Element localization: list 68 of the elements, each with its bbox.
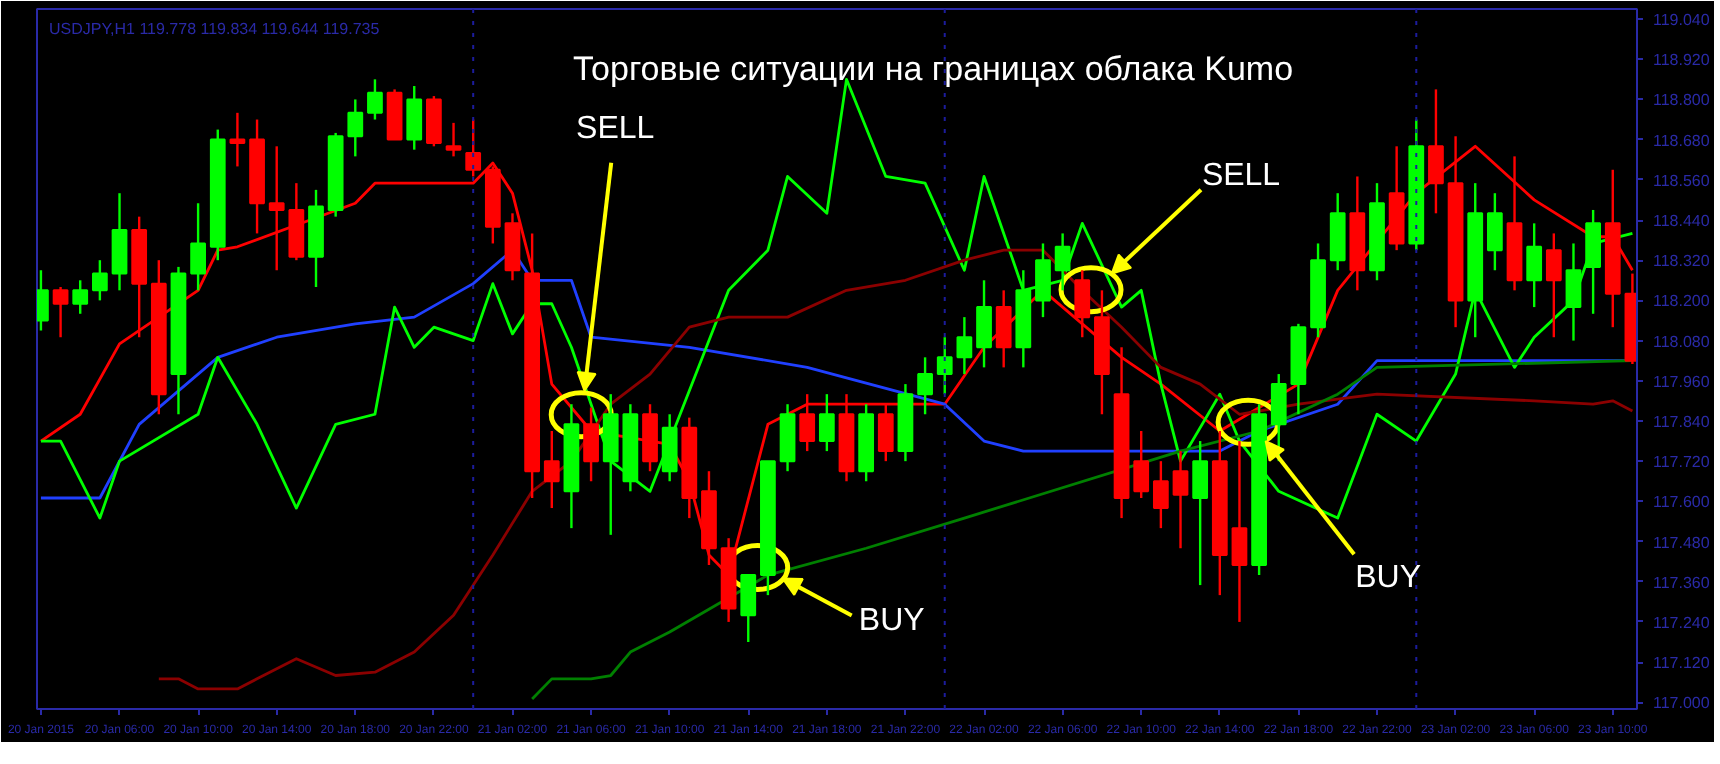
candlestick	[386, 88, 403, 141]
y-tick-label: 119.040	[1653, 11, 1711, 30]
candlestick	[877, 403, 894, 463]
annotation: BUY	[858, 604, 926, 639]
candlestick	[1152, 459, 1169, 530]
candlestick	[936, 336, 953, 396]
y-tick-label: 117.120	[1653, 654, 1711, 673]
candlestick	[1231, 439, 1248, 624]
annotation: USDJPY,H1 119.778 119.834 119.644 119.735	[49, 20, 381, 38]
y-tick-label: 117.960	[1653, 372, 1711, 391]
candlestick	[1487, 192, 1503, 272]
candlestick	[543, 429, 560, 510]
candlestick	[976, 279, 992, 369]
candlestick	[995, 289, 1012, 369]
candlestick	[779, 403, 796, 473]
candlestick	[1133, 429, 1150, 500]
candlestick	[583, 406, 599, 483]
candlestick	[445, 121, 462, 158]
y-tick-label: 117.240	[1653, 613, 1711, 632]
candlestick	[1192, 439, 1209, 587]
candlestick	[1585, 208, 1601, 315]
candlestick	[1565, 242, 1582, 342]
candlestick	[111, 192, 128, 292]
candlestick	[799, 392, 816, 453]
y-tick-label: 117.720	[1653, 453, 1711, 472]
candlestick	[229, 111, 246, 168]
candlestick	[1054, 232, 1071, 292]
candlestick	[1526, 222, 1543, 309]
y-tick-label: 117.600	[1653, 493, 1711, 512]
candlestick	[917, 356, 933, 416]
y-tick-label: 118.680	[1653, 131, 1711, 150]
candlestick	[1545, 232, 1562, 339]
y-tick-label: 118.320	[1653, 252, 1711, 271]
candlestick	[367, 78, 383, 121]
candlestick	[426, 94, 442, 148]
candlestick	[288, 181, 305, 262]
candlestick	[52, 285, 69, 339]
candlestick	[190, 202, 206, 292]
y-tick-label: 117.360	[1653, 573, 1711, 592]
candlestick	[818, 392, 835, 453]
line-series	[157, 248, 1634, 691]
candlestick	[92, 259, 108, 302]
y-tick-label: 117.840	[1653, 412, 1711, 431]
candlestick	[347, 98, 364, 158]
candlestick	[661, 413, 678, 483]
candlestick	[72, 279, 89, 315]
y-tick-label: 118.560	[1653, 171, 1711, 190]
y-tick-label: 118.200	[1653, 292, 1711, 311]
annotation: BUY	[1355, 561, 1422, 596]
candlestick	[740, 573, 757, 644]
text: Торговые ситуации на границах облака Kumo	[572, 50, 1294, 88]
candlestick	[1172, 449, 1189, 550]
y-tick-label: 117.000	[1653, 694, 1711, 713]
y-tick-label: 118.440	[1653, 212, 1711, 230]
y-tick-label: 118.920	[1653, 51, 1711, 70]
annotation: SELL	[1201, 158, 1281, 193]
annotation: SELL	[576, 111, 655, 146]
candlestick	[504, 212, 521, 282]
candlestick	[956, 315, 973, 376]
candlestick	[465, 118, 482, 178]
y-tick-label: 118.080	[1653, 332, 1711, 351]
candlestick	[1035, 242, 1051, 319]
candlestick	[642, 403, 658, 473]
y-tick-label: 117.480	[1653, 533, 1711, 552]
candlestick	[406, 84, 423, 151]
candlestick	[1074, 269, 1091, 339]
y-tick-label: 118.800	[1653, 91, 1711, 110]
candlestick	[1329, 192, 1346, 272]
